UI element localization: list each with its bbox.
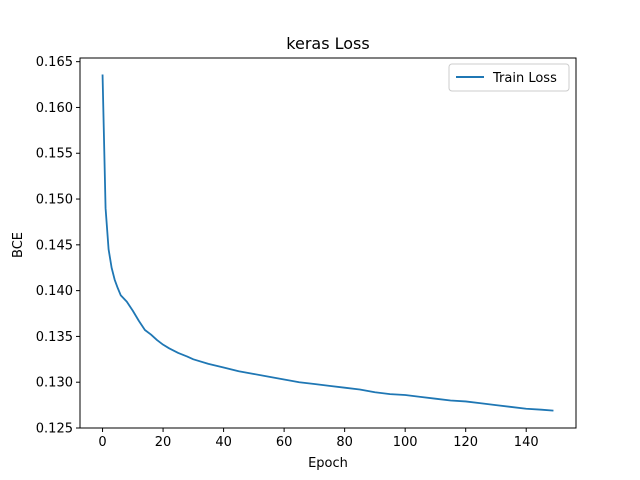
y-tick-label: 0.135: [36, 330, 73, 345]
x-tick-label: 40: [215, 435, 232, 450]
x-tick-label: 20: [155, 435, 172, 450]
x-tick-label: 140: [514, 435, 539, 450]
y-axis-label: BCE: [11, 232, 26, 258]
y-axis-ticks: 0.125 0.130 0.135 0.140 0.145 0.150 0.155 0.160…: [36, 55, 80, 437]
plot-frame: [79, 57, 577, 429]
y-tick-label: 0.160: [36, 101, 73, 116]
y-tick-label: 0.145: [36, 238, 73, 253]
x-tick-label: 0: [98, 435, 106, 450]
y-tick-label: 0.140: [36, 284, 73, 299]
plot-area: [79, 57, 577, 429]
x-tick-label: 100: [393, 435, 418, 450]
x-tick-label: 60: [276, 435, 293, 450]
x-tick-label: 120: [453, 435, 478, 450]
legend-label-train-loss: Train Loss: [492, 71, 557, 86]
y-tick-label: 0.165: [36, 55, 73, 70]
x-tick-label: 80: [336, 435, 353, 450]
x-axis-ticks: 0 20 40 60 80 100 120 140: [98, 428, 539, 450]
legend: Train Loss: [448, 63, 570, 92]
x-axis-label: Epoch: [308, 456, 348, 471]
y-tick-label: 0.155: [36, 147, 73, 162]
y-tick-label: 0.130: [36, 376, 73, 391]
legend-box: [448, 63, 570, 92]
y-tick-label: 0.125: [36, 422, 73, 437]
y-tick-label: 0.150: [36, 193, 73, 208]
chart-title: keras Loss: [286, 34, 369, 53]
series-line-0: [101, 74, 554, 412]
